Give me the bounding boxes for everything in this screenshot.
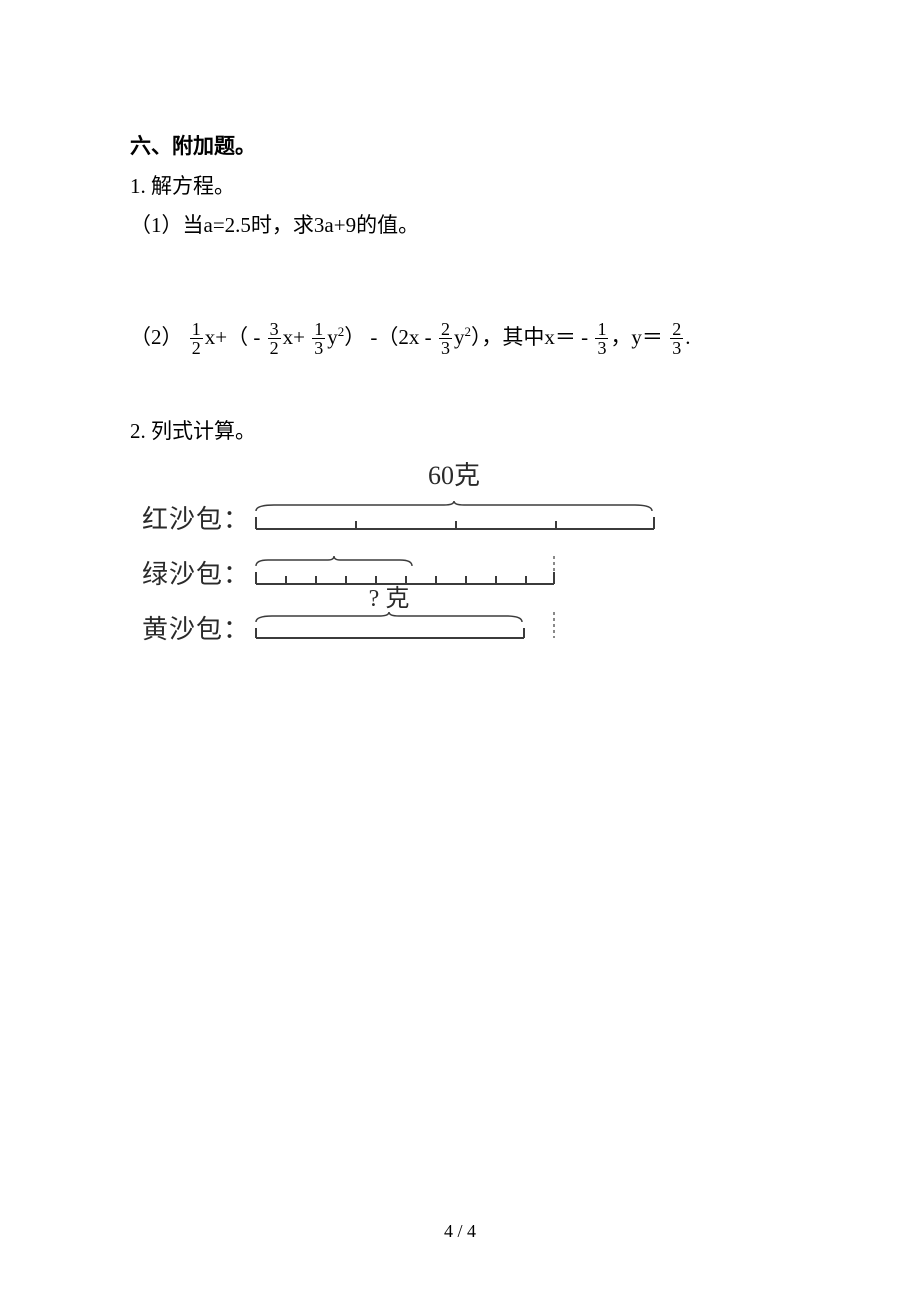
q1-heading: 1. 解方程。 [130, 170, 790, 204]
frac-2-3a: 2 3 [439, 320, 452, 359]
bar-yellow [254, 610, 664, 644]
expr-t8: . [685, 325, 690, 349]
unknown-label: ? 克 [369, 578, 410, 613]
q1-part2: （2） 1 2 x+（ - 3 2 x+ 1 3 y2） -（2x - 2 3 … [130, 310, 790, 365]
expr-t4: ） -（2x - [344, 325, 437, 349]
frac-1-3: 1 3 [312, 320, 325, 359]
frac-1-2: 1 2 [190, 320, 203, 359]
bar-green [254, 554, 664, 590]
label-green: 绿沙包： [140, 554, 254, 591]
label-red: 红沙包： [140, 499, 254, 536]
page-number: 4 / 4 [0, 1221, 920, 1242]
diagram-row-green: 绿沙包： [140, 554, 790, 591]
expr-t1: x+（ - [205, 325, 266, 349]
section-title: 六、附加题。 [130, 130, 790, 164]
bar-diagram: 红沙包： 60克 绿沙包： [140, 499, 790, 646]
frac-1-3b: 1 3 [595, 320, 608, 359]
expr-t7: ，y＝ [610, 325, 663, 349]
frac-3-2: 3 2 [268, 320, 281, 359]
expr-t5: y [454, 325, 465, 349]
expr-t3: y [327, 325, 338, 349]
frac-2-3b: 2 3 [670, 320, 683, 359]
expr-t2: x+ [283, 325, 305, 349]
diagram-row-yellow: 黄沙包： ? 克 [140, 609, 790, 646]
q1-part2-prefix: （2） [130, 325, 183, 349]
diagram-row-red: 红沙包： 60克 [140, 499, 790, 536]
expr-t6: ），其中x＝ - [471, 325, 594, 349]
q1-part1: （1）当a=2.5时，求3a+9的值。 [130, 209, 790, 243]
top-value-60: 60克 [428, 455, 480, 492]
label-yellow: 黄沙包： [140, 609, 254, 646]
q2-heading: 2. 列式计算。 [130, 415, 790, 449]
bar-red [254, 499, 664, 535]
